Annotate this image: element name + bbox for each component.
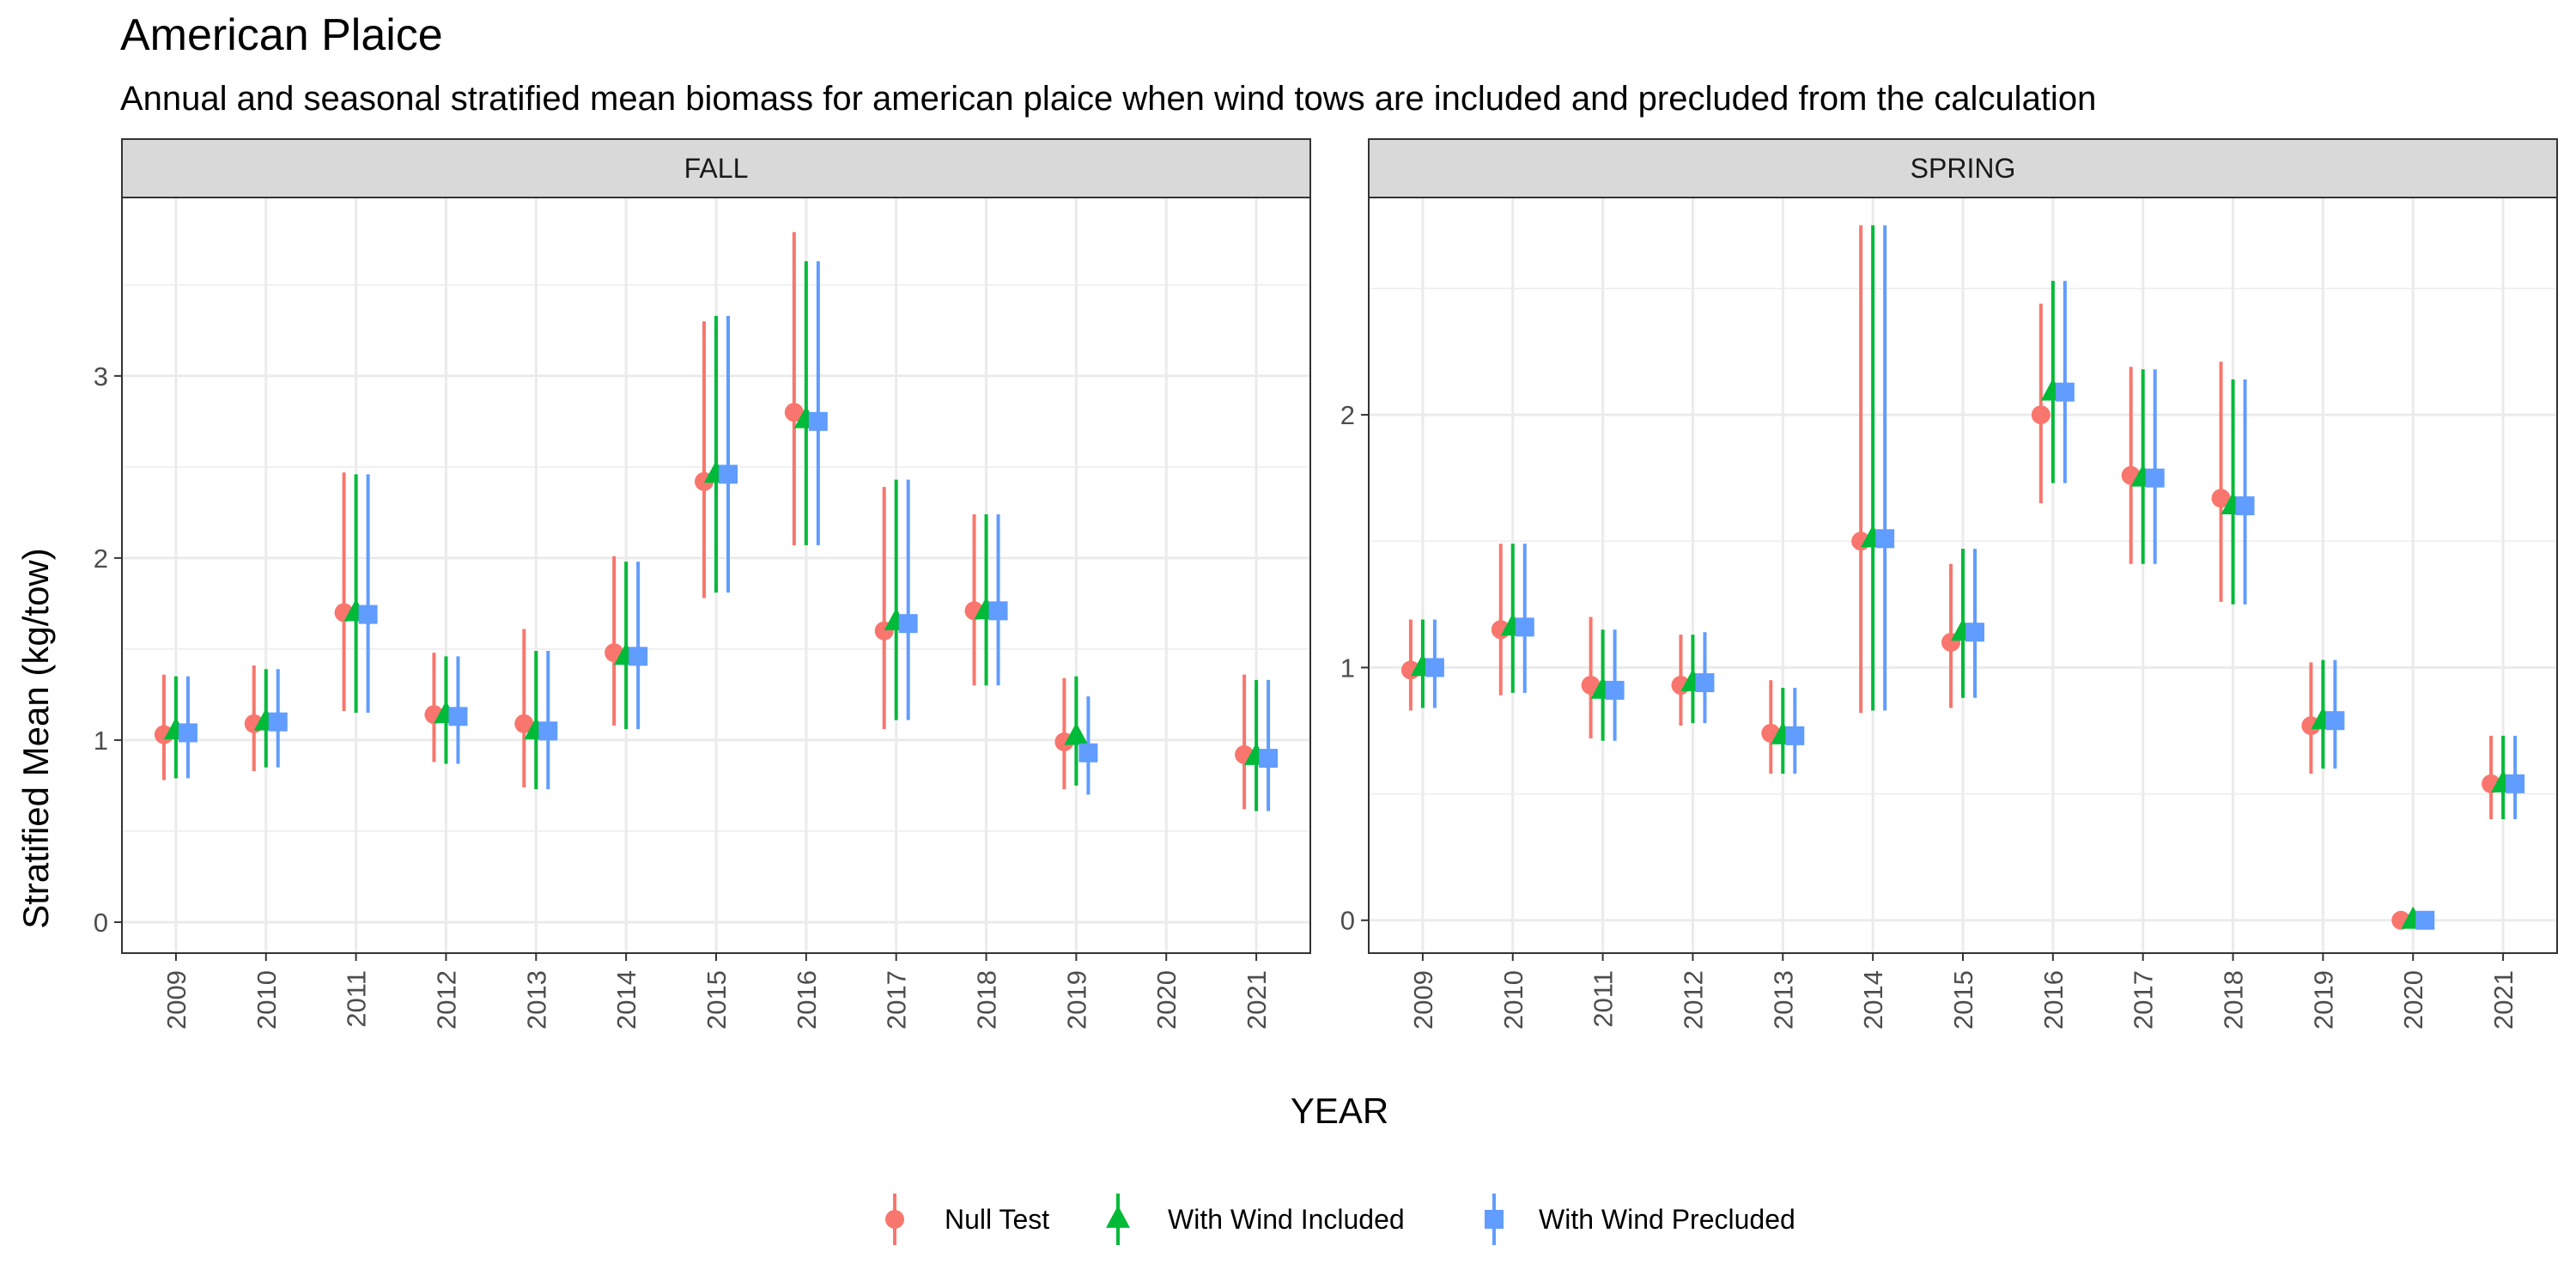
legend-item: With Wind Precluded [1485,1194,1795,1245]
x-tick-label: 2009 [161,970,191,1030]
x-tick-label: 2020 [1151,970,1182,1030]
x-tick-label: 2018 [972,970,1002,1030]
facet-strip-label: SPRING [1911,153,2016,184]
legend-key-marker [1106,1205,1130,1228]
data-point [2145,468,2165,488]
data-point [2235,496,2255,516]
y-tick-label: 2 [1340,400,1355,430]
data-point [1515,617,1534,637]
legend-label: Null Test [945,1204,1049,1235]
x-tick-label: 2012 [431,970,461,1030]
data-point [808,411,828,431]
facet-panel-spring: SPRING 0 1 2 2009 2010 2011 2012 2013 2014 2015 201… [1340,138,2558,1030]
data-point [514,714,534,733]
y-tick-label: 2 [94,544,108,574]
data-point [358,605,378,624]
x-tick-label: 2014 [1858,970,1888,1030]
data-point [2325,711,2345,731]
x-tick-label: 2017 [882,970,912,1030]
facet-strip [1368,138,2558,198]
x-tick-label: 2013 [1768,970,1798,1030]
legend-item: With Wind Included [1106,1194,1405,1245]
legend-label: With Wind Included [1168,1204,1405,1235]
x-tick-label: 2016 [792,970,822,1030]
x-tick-label: 2011 [342,970,372,1028]
data-point [178,723,197,743]
y-axis-title: Stratified Mean (kg/tow) [15,548,56,929]
data-point [2506,774,2525,793]
data-point [1078,743,1098,762]
data-point [2055,382,2075,402]
y-tick-label: 0 [1340,906,1355,936]
x-tick-label: 2019 [2308,970,2338,1030]
legend-label: With Wind Precluded [1539,1204,1795,1235]
y-tick-label: 3 [94,361,108,392]
y-tick-label: 1 [1340,653,1355,683]
x-tick-label: 2013 [521,970,551,1030]
data-point [629,647,648,666]
legend: Null Test With Wind Included With Wind Pre… [885,1194,1795,1245]
x-tick-label: 2021 [2488,970,2518,1030]
data-point [1259,749,1279,769]
data-point [1605,680,1625,700]
data-point [1875,529,1895,549]
data-point [1064,722,1089,745]
chart-title: American Plaice [120,10,443,60]
facet-strip-label: FALL [684,153,749,184]
data-point [2031,405,2050,425]
x-tick-label: 2019 [1061,970,1091,1030]
x-tick-label: 2021 [1242,970,1272,1030]
x-tick-label: 2010 [1498,970,1528,1030]
data-point [2211,489,2231,508]
data-point [1785,726,1805,745]
chart-subtitle: Annual and seasonal stratified mean biom… [120,80,2096,118]
y-tick-label: 1 [94,726,108,756]
x-tick-label: 2018 [2219,970,2249,1030]
x-tick-label: 2010 [252,970,282,1030]
legend-item: Null Test [885,1194,1049,1245]
x-tick-label: 2015 [702,970,732,1030]
facet-panels: FALL 0 1 2 3 2009 2010 2011 2012 2013 2014 2015 2016… [94,138,2558,1030]
x-tick-label: 2020 [2398,970,2428,1030]
x-tick-label: 2012 [1678,970,1708,1030]
legend-key-marker [1485,1210,1504,1229]
x-tick-label: 2017 [2129,970,2159,1030]
x-tick-label: 2011 [1589,970,1619,1028]
data-point [1425,658,1444,677]
data-point [719,465,738,484]
x-axis-title: YEAR [1291,1091,1388,1131]
data-point [538,721,558,741]
data-point [1695,673,1715,693]
legend-key-marker [885,1210,904,1229]
x-tick-label: 2016 [2038,970,2069,1030]
data-point [268,712,288,732]
x-tick-label: 2014 [611,970,641,1030]
x-tick-label: 2015 [1948,970,1978,1030]
facet-panel-fall: FALL 0 1 2 3 2009 2010 2011 2012 2013 2014 2015 2016… [94,138,1311,1030]
y-tick-label: 0 [94,908,108,938]
data-point [898,614,918,634]
data-point [784,403,804,422]
data-point [1965,623,1984,642]
facet-strip [121,138,1311,198]
x-tick-label: 2009 [1408,970,1438,1030]
data-point [448,707,468,726]
data-point [988,601,1008,621]
data-point [1581,676,1601,696]
data-point [2415,910,2435,930]
